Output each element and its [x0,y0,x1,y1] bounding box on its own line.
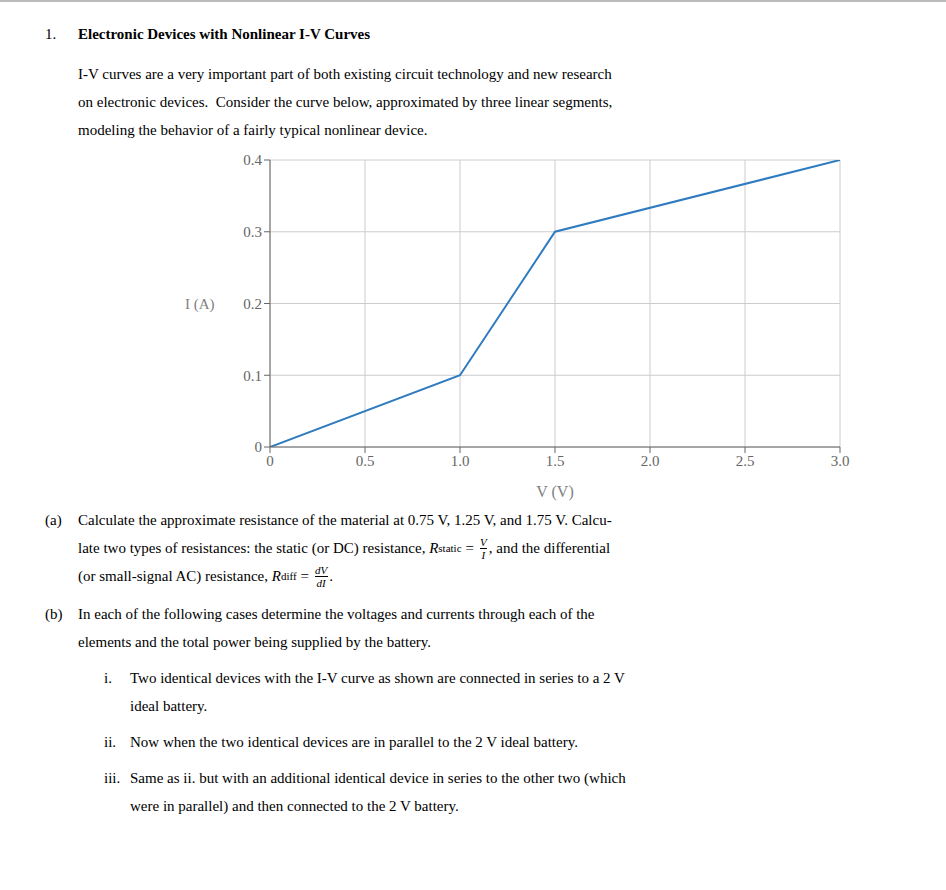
html-text:dV: dV [315,563,328,576]
html-text:1.: 1. [45,26,57,42]
svg-text:2.0: 2.0 [641,453,660,469]
svg-text:1.0: 1.0 [451,453,470,469]
html-text:late two types of resistances:: late two types of resistances: the stati… [78,540,474,556]
html-text:Two identical devices with the: Two identical devices with the I-V curve… [130,670,625,686]
svg-text:2.5: 2.5 [736,453,755,469]
html-text:modeling the behavior of a fai: modeling the behavior of a fairly typica… [78,122,428,138]
html-text:Same as ii. but with an additi: Same as ii. but with an additional ident… [130,770,626,786]
html-text:In each of the following cases: In each of the following cases determine… [78,606,595,622]
svg-text:0: 0 [255,439,263,455]
html-text:(or small-signal AC) resistanc: (or small-signal AC) resistance, Rdiff = [78,568,309,584]
html-text:I-V curves are a very importan: I-V curves are a very important part of … [78,66,612,82]
html-text:Now when the two identical dev: Now when the two identical devices are i… [130,734,578,750]
svg-text:0.1: 0.1 [243,368,262,384]
svg-text:0.4: 0.4 [243,152,262,168]
html-text:dI .: dI . [316,568,333,589]
svg-text:3.0: 3.0 [831,453,850,469]
html-text:ii.: ii. [104,734,117,750]
svg-text:1.5: 1.5 [546,453,565,469]
html-text:Calculate the approximate resi: Calculate the approximate resistance of … [78,512,612,528]
html-text:(a): (a) [45,512,62,528]
svg-text:0.5: 0.5 [356,453,375,469]
html-text:were in parallel) and then con: were in parallel) and then connected to … [130,798,459,814]
html-text:V: V [480,535,487,548]
svg-text:I (A): I (A) [185,296,215,313]
svg-text:0: 0 [266,453,274,469]
html-text:i.: i. [104,670,112,686]
html-text:Electronic Devices with Nonlin: Electronic Devices with Nonlinear I-V Cu… [78,26,371,42]
html-text:iii.: iii. [104,770,121,786]
html-text:elements and the total power b: elements and the total power being suppl… [78,634,432,650]
html-text:on electronic devices. Conside: on electronic devices. Consider the curv… [78,94,613,110]
svg-text:V (V): V (V) [536,483,573,501]
html-text:(b): (b) [45,606,63,622]
html-text:I, and the differential: I, and the differential [481,540,611,561]
svg-text:0.3: 0.3 [243,224,262,240]
html-text:ideal battery.: ideal battery. [130,698,208,714]
svg-text:0.2: 0.2 [243,296,262,312]
